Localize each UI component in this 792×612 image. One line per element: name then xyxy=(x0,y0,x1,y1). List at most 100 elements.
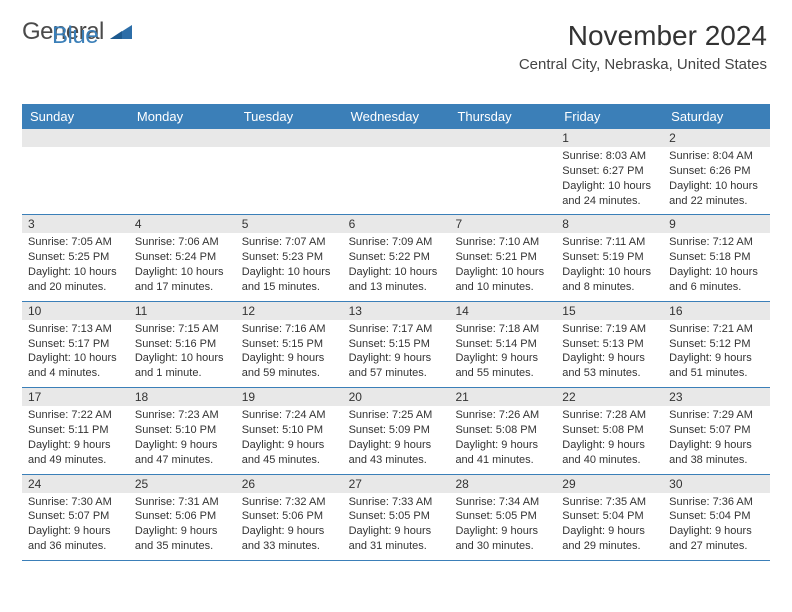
day-number-empty xyxy=(129,129,236,147)
day-header-row: SundayMondayTuesdayWednesdayThursdayFrid… xyxy=(22,104,770,129)
day-cell: 26Sunrise: 7:32 AMSunset: 5:06 PMDayligh… xyxy=(236,475,343,560)
day-cell xyxy=(343,129,450,214)
day-cell: 29 Sunrise: 7:35 AMSunset: 5:04 PMDayligh… xyxy=(556,475,663,560)
day-number: 25 xyxy=(129,475,236,493)
day-cell: 8 Sunrise: 7:11 AMSunset: 5:19 PMDaylight… xyxy=(556,215,663,300)
week-row: 17Sunrise: 7:22 AMSunset: 5:11 PMDayligh… xyxy=(22,388,770,474)
day-info: Sunrise: 7:18 AMSunset: 5:14 PMDaylight:… xyxy=(455,322,550,381)
day-cell: 18 Sunrise: 7:23 AMSunset: 5:10 PMDayligh… xyxy=(129,388,236,473)
day-number: 10 xyxy=(22,302,129,320)
day-info: Sunrise: 7:26 AMSunset: 5:08 PMDaylight:… xyxy=(455,408,550,467)
day-info: Sunrise: 7:19 AMSunset: 5:13 PMDaylight:… xyxy=(562,322,657,381)
day-number: 16 xyxy=(663,302,770,320)
day-info: Sunrise: 7:24 AMSunset: 5:10 PMDaylight:… xyxy=(242,408,337,467)
day-cell: 4 Sunrise: 7:06 AMSunset: 5:24 PMDaylight… xyxy=(129,215,236,300)
week-row: 24 Sunrise: 7:30 AMSunset: 5:07 PMDayligh… xyxy=(22,475,770,561)
day-number: 1 xyxy=(556,129,663,147)
day-number: 17 xyxy=(22,388,129,406)
day-number: 21 xyxy=(449,388,556,406)
day-number: 22 xyxy=(556,388,663,406)
day-number-empty xyxy=(22,129,129,147)
day-cell: 23 Sunrise: 7:29 AMSunset: 5:07 PMDayligh… xyxy=(663,388,770,473)
day-cell: 2 Sunrise: 8:04 AMSunset: 6:26 PMDaylight… xyxy=(663,129,770,214)
day-cell: 22 Sunrise: 7:28 AMSunset: 5:08 PMDayligh… xyxy=(556,388,663,473)
page-header: November 2024 Central City, Nebraska, Un… xyxy=(519,20,767,73)
day-info: Sunrise: 7:34 AMSunset: 5:05 PMDaylight:… xyxy=(455,495,550,554)
day-info: Sunrise: 7:07 AMSunset: 5:23 PMDaylight:… xyxy=(242,235,337,294)
day-cell: 24 Sunrise: 7:30 AMSunset: 5:07 PMDayligh… xyxy=(22,475,129,560)
day-info: Sunrise: 7:16 AMSunset: 5:15 PMDaylight:… xyxy=(242,322,337,381)
day-number: 7 xyxy=(449,215,556,233)
day-cell xyxy=(129,129,236,214)
day-number: 4 xyxy=(129,215,236,233)
day-number: 15 xyxy=(556,302,663,320)
day-cell: 17Sunrise: 7:22 AMSunset: 5:11 PMDayligh… xyxy=(22,388,129,473)
day-number: 11 xyxy=(129,302,236,320)
day-info: Sunrise: 7:29 AMSunset: 5:07 PMDaylight:… xyxy=(669,408,764,467)
day-info: Sunrise: 7:36 AMSunset: 5:04 PMDaylight:… xyxy=(669,495,764,554)
day-number: 5 xyxy=(236,215,343,233)
day-info: Sunrise: 7:30 AMSunset: 5:07 PMDaylight:… xyxy=(28,495,123,554)
location-text: Central City, Nebraska, United States xyxy=(519,56,767,73)
day-number-empty xyxy=(236,129,343,147)
day-number: 23 xyxy=(663,388,770,406)
day-info: Sunrise: 7:11 AMSunset: 5:19 PMDaylight:… xyxy=(562,235,657,294)
day-number: 8 xyxy=(556,215,663,233)
day-info: Sunrise: 7:09 AMSunset: 5:22 PMDaylight:… xyxy=(349,235,444,294)
day-cell: 15 Sunrise: 7:19 AMSunset: 5:13 PMDayligh… xyxy=(556,302,663,387)
day-cell: 13Sunrise: 7:17 AMSunset: 5:15 PMDayligh… xyxy=(343,302,450,387)
day-info: Sunrise: 7:23 AMSunset: 5:10 PMDaylight:… xyxy=(135,408,230,467)
day-info: Sunrise: 7:28 AMSunset: 5:08 PMDaylight:… xyxy=(562,408,657,467)
day-info: Sunrise: 7:32 AMSunset: 5:06 PMDaylight:… xyxy=(242,495,337,554)
day-cell: 3 Sunrise: 7:05 AMSunset: 5:25 PMDaylight… xyxy=(22,215,129,300)
day-info: Sunrise: 7:15 AMSunset: 5:16 PMDaylight:… xyxy=(135,322,230,381)
day-cell: 21 Sunrise: 7:26 AMSunset: 5:08 PMDayligh… xyxy=(449,388,556,473)
calendar-grid: SundayMondayTuesdayWednesdayThursdayFrid… xyxy=(22,104,770,561)
day-number: 24 xyxy=(22,475,129,493)
day-cell: 30Sunrise: 7:36 AMSunset: 5:04 PMDayligh… xyxy=(663,475,770,560)
day-number: 27 xyxy=(343,475,450,493)
day-number: 3 xyxy=(22,215,129,233)
day-header-saturday: Saturday xyxy=(663,104,770,129)
day-info: Sunrise: 7:12 AMSunset: 5:18 PMDaylight:… xyxy=(669,235,764,294)
week-row: 1 Sunrise: 8:03 AMSunset: 6:27 PMDaylight… xyxy=(22,129,770,215)
day-info: Sunrise: 7:10 AMSunset: 5:21 PMDaylight:… xyxy=(455,235,550,294)
day-number: 29 xyxy=(556,475,663,493)
day-header-wednesday: Wednesday xyxy=(343,104,450,129)
day-number: 6 xyxy=(343,215,450,233)
day-info: Sunrise: 7:35 AMSunset: 5:04 PMDaylight:… xyxy=(562,495,657,554)
day-info: Sunrise: 7:25 AMSunset: 5:09 PMDaylight:… xyxy=(349,408,444,467)
day-cell: 1 Sunrise: 8:03 AMSunset: 6:27 PMDaylight… xyxy=(556,129,663,214)
day-header-friday: Friday xyxy=(556,104,663,129)
day-info: Sunrise: 7:05 AMSunset: 5:25 PMDaylight:… xyxy=(28,235,123,294)
day-cell: 6 Sunrise: 7:09 AMSunset: 5:22 PMDaylight… xyxy=(343,215,450,300)
calendar-title: November 2024 xyxy=(519,20,767,52)
day-cell: 9Sunrise: 7:12 AMSunset: 5:18 PMDaylight… xyxy=(663,215,770,300)
day-cell xyxy=(22,129,129,214)
day-cell: 7 Sunrise: 7:10 AMSunset: 5:21 PMDaylight… xyxy=(449,215,556,300)
day-info: Sunrise: 8:04 AMSunset: 6:26 PMDaylight:… xyxy=(669,149,764,208)
day-header-tuesday: Tuesday xyxy=(236,104,343,129)
day-cell: 14 Sunrise: 7:18 AMSunset: 5:14 PMDayligh… xyxy=(449,302,556,387)
day-cell: 10 Sunrise: 7:13 AMSunset: 5:17 PMDayligh… xyxy=(22,302,129,387)
day-cell: 28Sunrise: 7:34 AMSunset: 5:05 PMDayligh… xyxy=(449,475,556,560)
day-number: 12 xyxy=(236,302,343,320)
day-number: 14 xyxy=(449,302,556,320)
day-number-empty xyxy=(343,129,450,147)
day-header-thursday: Thursday xyxy=(449,104,556,129)
day-info: Sunrise: 7:06 AMSunset: 5:24 PMDaylight:… xyxy=(135,235,230,294)
logo-blue-text: Blue xyxy=(52,22,98,50)
day-number: 13 xyxy=(343,302,450,320)
week-row: 3 Sunrise: 7:05 AMSunset: 5:25 PMDaylight… xyxy=(22,215,770,301)
day-info: Sunrise: 8:03 AMSunset: 6:27 PMDaylight:… xyxy=(562,149,657,208)
day-info: Sunrise: 7:13 AMSunset: 5:17 PMDaylight:… xyxy=(28,322,123,381)
day-number-empty xyxy=(449,129,556,147)
day-number: 2 xyxy=(663,129,770,147)
day-info: Sunrise: 7:31 AMSunset: 5:06 PMDaylight:… xyxy=(135,495,230,554)
day-number: 18 xyxy=(129,388,236,406)
day-number: 19 xyxy=(236,388,343,406)
day-info: Sunrise: 7:33 AMSunset: 5:05 PMDaylight:… xyxy=(349,495,444,554)
day-cell: 20Sunrise: 7:25 AMSunset: 5:09 PMDayligh… xyxy=(343,388,450,473)
day-cell: 11 Sunrise: 7:15 AMSunset: 5:16 PMDayligh… xyxy=(129,302,236,387)
day-header-sunday: Sunday xyxy=(22,104,129,129)
